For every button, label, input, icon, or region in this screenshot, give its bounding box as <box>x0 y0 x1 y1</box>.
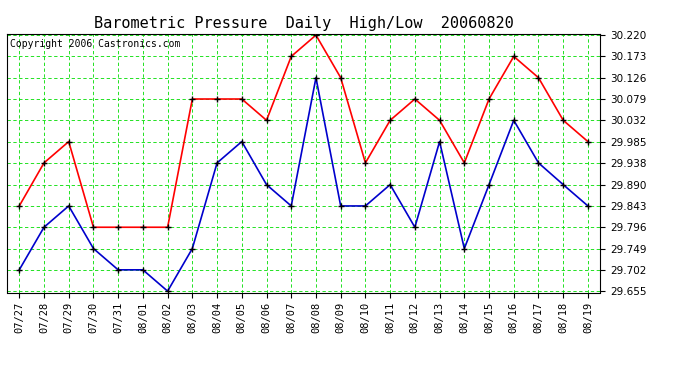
Title: Barometric Pressure  Daily  High/Low  20060820: Barometric Pressure Daily High/Low 20060… <box>94 16 513 31</box>
Text: Copyright 2006 Castronics.com: Copyright 2006 Castronics.com <box>10 39 180 49</box>
